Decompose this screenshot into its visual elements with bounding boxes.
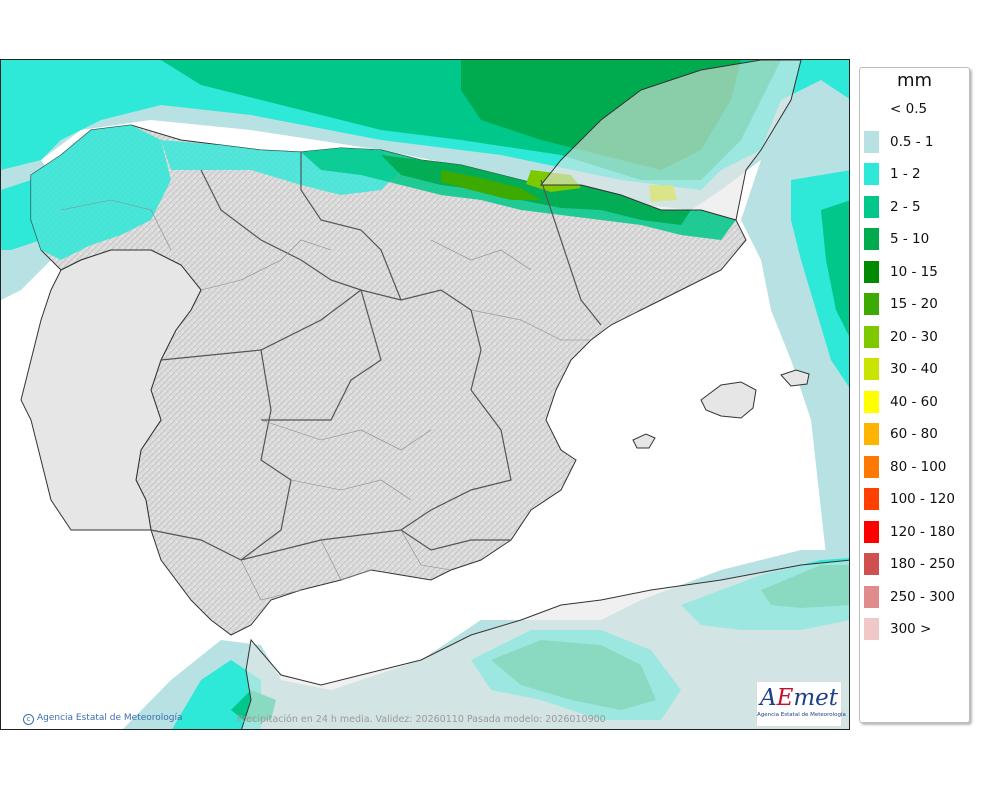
legend-label: 120 - 180 xyxy=(890,523,955,540)
legend-swatch xyxy=(864,195,879,218)
legend-label: 2 - 5 xyxy=(890,198,921,215)
legend-item: 30 - 40 xyxy=(864,358,968,380)
legend-item: 10 - 15 xyxy=(864,260,968,283)
france-land xyxy=(539,60,802,221)
rain-area-east-2-5 xyxy=(821,200,849,336)
legend-item: 20 - 30 xyxy=(864,325,968,348)
legend-swatch xyxy=(864,585,879,608)
legend-label: 250 - 300 xyxy=(890,588,955,605)
legend-item: 2 - 5 xyxy=(864,195,968,218)
balearic-mallorca xyxy=(700,381,757,419)
legend-item: 80 - 100 xyxy=(864,455,968,478)
legend-item: < 0.5 xyxy=(864,98,968,120)
legend-item: 250 - 300 xyxy=(864,585,968,608)
legend-label: 20 - 30 xyxy=(890,328,938,345)
legend-label: 60 - 80 xyxy=(890,426,938,442)
legend-label: 100 - 120 xyxy=(890,491,955,507)
legend-swatch xyxy=(864,130,879,153)
north-africa-land xyxy=(241,559,849,729)
balearic-ibiza xyxy=(632,433,656,449)
legend-swatch xyxy=(864,553,879,575)
legend-label: 80 - 100 xyxy=(890,458,947,475)
balearic-menorca xyxy=(780,369,810,387)
legend-swatch xyxy=(864,488,879,510)
legend-label: 1 - 2 xyxy=(890,166,921,182)
legend-swatch xyxy=(864,618,879,640)
legend-swatch xyxy=(864,520,879,543)
legend-swatch xyxy=(864,455,879,478)
legend-swatch xyxy=(864,358,879,380)
legend-swatch xyxy=(864,423,879,445)
legend-label: 300 > xyxy=(890,621,932,637)
region-boundaries xyxy=(150,152,602,561)
legend-swatch xyxy=(864,228,879,250)
legend-item: 60 - 80 xyxy=(864,423,968,445)
legend-label: 40 - 60 xyxy=(890,393,938,410)
legend-item: 120 - 180 xyxy=(864,520,968,543)
legend-swatch xyxy=(864,293,879,315)
legend-item: 0.5 - 1 xyxy=(864,130,968,153)
legend-swatch xyxy=(864,325,879,348)
legend-label: < 0.5 xyxy=(890,101,928,117)
rain-land-pyrenees-5-10 xyxy=(381,155,691,225)
precipitation-map: c Agencia Estatal de Meteorología Precipi… xyxy=(0,59,850,730)
map-caption: Precipitación en 24 h media. Validez: 20… xyxy=(237,714,606,725)
aemet-logo-mark: AEmet xyxy=(759,685,839,711)
map-canvas xyxy=(1,60,849,729)
copyright-notice: c Agencia Estatal de Meteorología xyxy=(23,713,183,725)
rain-land-pyrenees-10-15 xyxy=(441,170,541,200)
copyright-icon: c xyxy=(23,714,34,725)
aemet-logo-subtitle: Agencia Estatal de Meteorología xyxy=(757,712,846,718)
legend-item: 40 - 60 xyxy=(864,390,968,413)
copyright-text: Agencia Estatal de Meteorología xyxy=(37,713,183,723)
legend-item: 300 > xyxy=(864,618,968,640)
rain-land-galicia xyxy=(31,125,171,260)
legend-label: 0.5 - 1 xyxy=(890,133,934,150)
legend-item: 5 - 10 xyxy=(864,228,968,250)
legend-swatch xyxy=(864,163,879,185)
portugal-land xyxy=(20,249,202,531)
legend-item: 15 - 20 xyxy=(864,293,968,315)
legend-swatch xyxy=(864,260,879,283)
precipitation-field-land xyxy=(31,125,736,260)
legend-item: 1 - 2 xyxy=(864,163,968,185)
legend-swatch xyxy=(864,98,879,120)
legend-unit: mm xyxy=(896,70,933,91)
legend-label: 180 - 250 xyxy=(890,556,955,572)
precipitation-legend: mm < 0.5 0.5 - 1 1 - 2 2 - 5 5 - 10 10 - 15 15… xyxy=(859,67,970,723)
legend-item: 180 - 250 xyxy=(864,553,968,575)
legend-label: 15 - 20 xyxy=(890,296,938,312)
legend-item: 100 - 120 xyxy=(864,488,968,510)
legend-swatch xyxy=(864,390,879,413)
legend-label: 30 - 40 xyxy=(890,361,938,377)
aemet-logo: AEmet Agencia Estatal de Meteorología xyxy=(756,681,846,727)
province-boundaries xyxy=(60,199,591,601)
legend-label: 10 - 15 xyxy=(890,263,938,280)
legend-label: 5 - 10 xyxy=(890,231,930,247)
